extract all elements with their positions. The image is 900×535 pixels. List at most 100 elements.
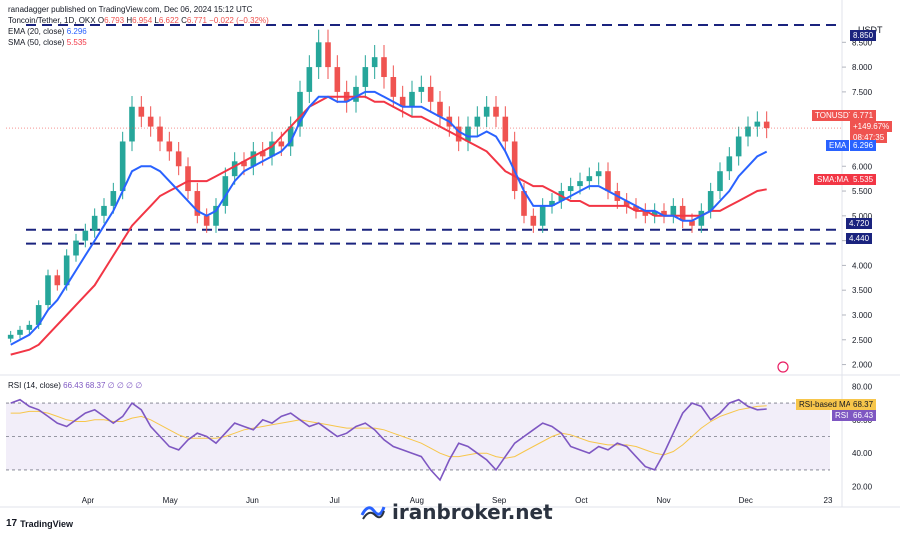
candle-body [651, 210, 658, 216]
candle-body [418, 86, 425, 92]
symbol-ohlc-line: Toncoin/Tether, 1D, OKX O6.793 H6.954 L6… [8, 16, 269, 25]
candle-body [194, 191, 201, 216]
rsi-tick-label: 80.00 [852, 382, 873, 391]
rsi-tick-label: 20.00 [852, 483, 873, 492]
price-tick-label: 3.000 [852, 311, 873, 320]
countdown-tag: 08:47:35 [850, 132, 888, 143]
candle-body [530, 215, 537, 226]
candle-body [539, 205, 546, 226]
candle-body [250, 151, 257, 167]
candle-body [679, 205, 686, 221]
candle-body [623, 200, 630, 206]
time-tick-label: Jul [330, 496, 340, 505]
candle-body [437, 101, 443, 117]
time-tick-label: Oct [575, 496, 588, 505]
candle-body [287, 126, 294, 147]
candle-body [502, 116, 509, 142]
candle-body [371, 57, 378, 68]
sma-tag-value: 5.535 [850, 174, 877, 185]
candle-body [334, 67, 341, 92]
time-tick-label: May [163, 496, 178, 505]
candle-body [707, 191, 714, 211]
candle-body [45, 275, 51, 306]
candle-body [390, 77, 397, 97]
symbol-title: Toncoin/Tether, 1D, OKX [8, 16, 96, 25]
rsi-ma-line [10, 405, 767, 459]
ema-legend[interactable]: EMA (20, close) 6.296 [8, 27, 87, 36]
candle-body [73, 240, 79, 256]
candle-body [222, 176, 229, 206]
rsi-legend[interactable]: RSI (14, close) 66.43 68.37 ∅ ∅ ∅ ∅ [8, 381, 143, 390]
candle-body [203, 215, 210, 226]
candle-body [689, 220, 695, 226]
candle-body [521, 191, 527, 216]
candle-body [306, 67, 313, 92]
rsi-ma-tag-label: RSI-based MA [796, 399, 855, 410]
time-tick-label: 23 [824, 496, 833, 505]
candle-body [493, 106, 499, 117]
candle-body [35, 305, 42, 325]
time-tick-label: Dec [739, 496, 753, 505]
rsi-line [10, 398, 767, 482]
price-tick-label: 8.000 [852, 63, 873, 72]
rsi-tag-value: 66.43 [850, 410, 877, 421]
time-tick-label: Nov [656, 496, 670, 505]
pct-change-tag: +149.67% [850, 121, 893, 132]
candle-body [297, 91, 303, 127]
candle-body [754, 121, 761, 127]
tradingview-logo[interactable]: 17 TradingView [6, 518, 73, 529]
price-tick-label: 5.000 [852, 212, 873, 221]
candle-body [17, 329, 23, 335]
candle-body [427, 86, 434, 102]
candle-body [633, 205, 639, 211]
candle-body [157, 126, 163, 142]
candle-body [119, 141, 126, 192]
candle-body [278, 141, 285, 147]
candle-body [577, 181, 583, 187]
candle-body [717, 171, 723, 192]
ema-tag-value: 6.296 [850, 140, 877, 151]
rsi-tick-label: 40.00 [852, 449, 873, 458]
price-tick-label: 2.500 [852, 336, 873, 345]
candle-body [399, 96, 406, 107]
candle-body [745, 126, 751, 137]
watermark-icon [360, 506, 386, 520]
candle-body [175, 151, 182, 167]
symbol-tag: TONUSDT [812, 110, 857, 121]
candle-body [381, 57, 387, 78]
sma-tag-label: SMA:MA [814, 174, 852, 185]
candle-body [185, 166, 191, 192]
candle-body [353, 86, 359, 102]
candle-body [110, 191, 117, 206]
candle-body [511, 141, 518, 192]
sma-legend[interactable]: SMA (50, close) 5.535 [8, 38, 87, 47]
price-tick-label: 5.500 [852, 187, 873, 196]
candle-body [409, 91, 415, 107]
candle-body [213, 205, 219, 226]
candle-body [325, 42, 331, 68]
candle-body [241, 161, 247, 167]
watermark-text: iranbroker.net [392, 500, 553, 524]
ema20-line [10, 90, 768, 346]
candle-body [63, 255, 70, 286]
candle-body [7, 334, 14, 339]
tv-brand-text: TradingView [20, 518, 73, 529]
candle-body [670, 205, 677, 216]
candle-body [698, 210, 705, 226]
candle-body [138, 106, 145, 117]
candle-body [726, 156, 733, 172]
watermark: iranbroker.net [360, 500, 553, 524]
price-tick-label: 4.000 [852, 261, 873, 270]
candle-body [661, 210, 667, 216]
candle-body [465, 126, 471, 142]
candle-body [54, 275, 61, 286]
rsi-ma-tag-value: 68.37 [850, 399, 877, 410]
candle-body [595, 171, 602, 177]
last-price-tag: 6.771 [850, 110, 877, 121]
time-tick-label: Jun [246, 496, 259, 505]
time-tick-label: Sep [492, 496, 507, 505]
candle-body [166, 141, 173, 152]
price-tick-label: 2.000 [852, 361, 873, 370]
candle-body [483, 106, 490, 117]
